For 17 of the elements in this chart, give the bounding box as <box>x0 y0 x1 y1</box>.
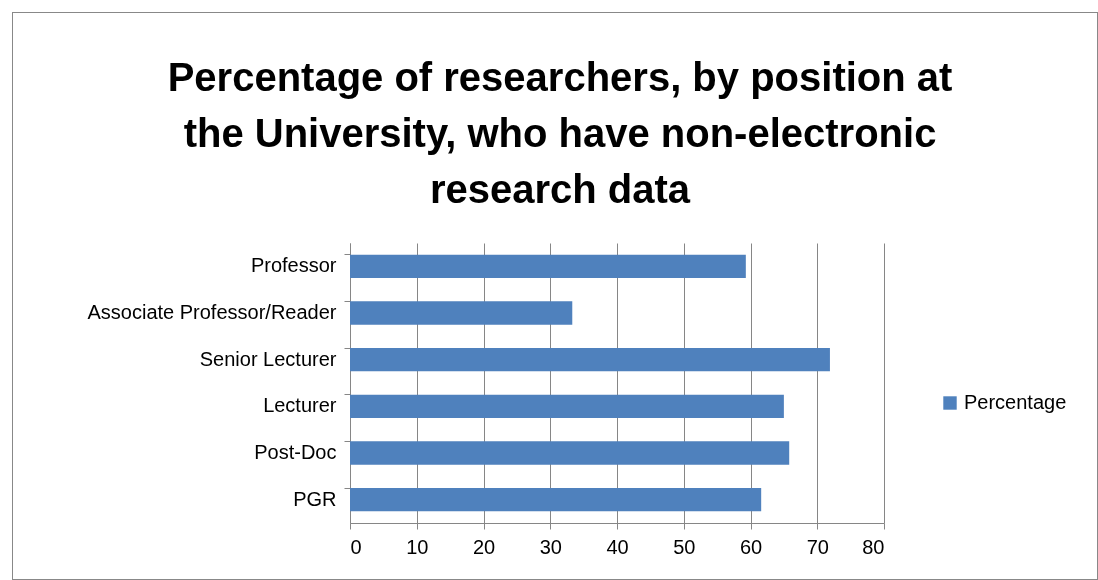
x-tick-label: 40 <box>606 535 629 558</box>
x-tick-label: 60 <box>739 535 763 558</box>
x-tick-label: 30 <box>539 535 562 558</box>
y-tick-label: PGR <box>293 487 337 510</box>
x-tick-label: 20 <box>472 535 496 558</box>
x-tick-label: 80 <box>862 535 885 558</box>
x-tick-label: 70 <box>806 535 829 558</box>
x-tick-label: 10 <box>406 535 429 558</box>
y-tick-label: Associate Professor/Reader <box>87 301 337 323</box>
legend-label: Percentage <box>964 391 1067 413</box>
x-tick-label: 50 <box>673 535 696 558</box>
y-tick-label: Senior Lecturer <box>199 347 337 370</box>
y-tick-label: Post-Doc <box>254 441 337 463</box>
x-tick-label: 0 <box>350 535 362 558</box>
y-tick-label: Professor <box>250 254 337 277</box>
y-tick-label: Lecturer <box>263 394 337 417</box>
chart-title: Percentage of researchers, by position at the University, who have non-electronic research data <box>167 55 953 211</box>
